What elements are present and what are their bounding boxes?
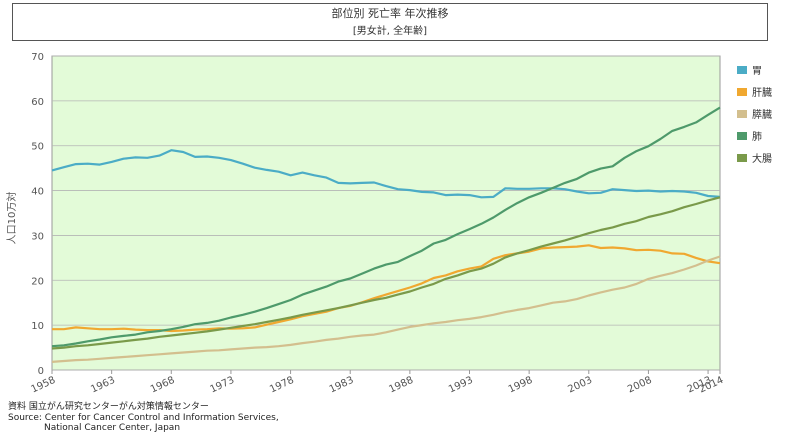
legend-swatch-lung — [737, 132, 747, 140]
legend-label-stomach: 胃 — [752, 65, 762, 77]
x-tick-label: 1988 — [387, 375, 415, 396]
x-tick-label: 1963 — [89, 375, 117, 396]
series-line-colon — [51, 196, 721, 350]
legend-swatch-colon — [737, 154, 747, 162]
legend-label-colon: 大腸 — [752, 152, 772, 165]
y-tick-label: 50 — [31, 142, 44, 153]
x-tick-label: 1998 — [507, 375, 535, 396]
x-tick-label: 1978 — [268, 375, 296, 396]
y-tick-label: 0 — [38, 366, 44, 377]
series-line-stomach — [51, 149, 721, 199]
x-tick-label: 1973 — [208, 375, 236, 396]
y-tick-label: 70 — [31, 52, 44, 63]
x-tick-label: 1968 — [149, 375, 177, 396]
chart-subtitle: [男女計, 全年齢] — [352, 26, 428, 37]
legend-swatch-pancreas — [737, 110, 747, 118]
series-line-lung — [51, 106, 721, 348]
x-tick-label: 1993 — [447, 375, 475, 396]
chart-title-box: 部位別 死亡率 年次推移 [男女計, 全年齢] — [12, 3, 768, 41]
source-line-2: Source: Center for Cancer Control and In… — [8, 412, 279, 423]
chart-title: 部位別 死亡率 年次推移 — [331, 7, 449, 20]
legend-swatch-stomach — [737, 66, 747, 74]
series-line-pancreas — [51, 255, 721, 363]
legend-label-lung: 肺 — [752, 131, 762, 143]
source-line-3: National Cancer Center, Japan — [44, 423, 181, 433]
y-axis-label: 人口10万対 — [5, 192, 18, 245]
legend-label-liver: 肝臓 — [752, 87, 772, 99]
y-tick-label: 20 — [31, 276, 44, 287]
plot-area — [51, 55, 721, 371]
source-line-1: 資料 国立がん研究センターがん対策情報センター — [8, 402, 209, 412]
x-tick-label: 1983 — [328, 375, 356, 396]
legend-swatch-liver — [737, 88, 747, 96]
x-tick-label: 2003 — [566, 375, 594, 396]
y-tick-label: 40 — [31, 187, 44, 198]
y-tick-label: 60 — [31, 97, 44, 108]
legend-label-pancreas: 膵臓 — [752, 109, 772, 121]
x-tick-label: 2008 — [626, 375, 654, 396]
y-tick-label: 30 — [31, 231, 44, 242]
y-tick-label: 10 — [31, 321, 44, 332]
x-tick-label: 1958 — [30, 375, 58, 396]
source-note: 資料 国立がん研究センターがん対策情報センター Source: Center f… — [8, 402, 279, 434]
